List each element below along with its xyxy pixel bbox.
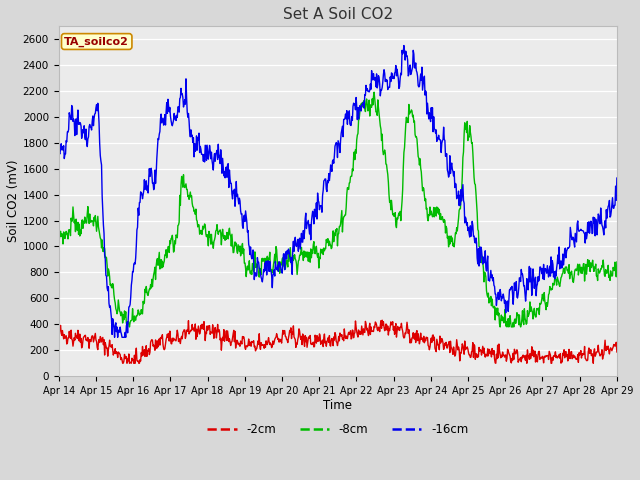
-8cm: [116, 308, 124, 314]
-8cm: [454, 228, 461, 234]
-16cm: [201, 159, 209, 165]
-16cm: [116, 324, 124, 330]
-8cm: [125, 324, 133, 330]
-8cm: [294, 265, 301, 271]
-16cm: [538, 271, 545, 276]
-8cm: [476, 246, 484, 252]
-2cm: [116, 351, 124, 357]
-16cm: [476, 260, 484, 265]
Title: Set A Soil CO2: Set A Soil CO2: [283, 7, 393, 22]
-8cm: [371, 89, 378, 95]
-16cm: [454, 193, 461, 199]
-8cm: [55, 229, 63, 235]
-2cm: [476, 347, 484, 353]
Text: TA_soilco2: TA_soilco2: [64, 36, 129, 47]
-2cm: [119, 360, 127, 366]
-2cm: [538, 355, 545, 361]
-2cm: [201, 327, 209, 333]
-16cm: [613, 175, 621, 181]
-16cm: [55, 163, 63, 169]
X-axis label: Time: Time: [323, 399, 352, 412]
-16cm: [111, 335, 118, 340]
-16cm: [294, 237, 301, 242]
-2cm: [294, 337, 301, 343]
-8cm: [538, 297, 545, 302]
-8cm: [613, 259, 621, 265]
Line: -2cm: -2cm: [59, 320, 617, 363]
-2cm: [454, 342, 461, 348]
-8cm: [201, 221, 209, 227]
-16cm: [400, 43, 408, 48]
Line: -8cm: -8cm: [59, 92, 617, 327]
-2cm: [378, 317, 386, 323]
Legend: -2cm, -8cm, -16cm: -2cm, -8cm, -16cm: [203, 418, 473, 441]
-2cm: [613, 349, 621, 355]
-2cm: [55, 330, 63, 336]
Line: -16cm: -16cm: [59, 46, 617, 337]
Y-axis label: Soil CO2 (mV): Soil CO2 (mV): [7, 160, 20, 242]
